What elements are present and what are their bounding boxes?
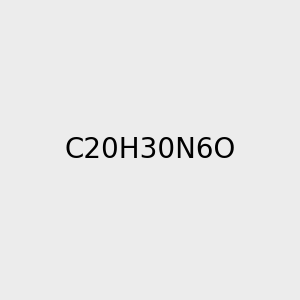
Text: C20H30N6O: C20H30N6O [64,136,236,164]
